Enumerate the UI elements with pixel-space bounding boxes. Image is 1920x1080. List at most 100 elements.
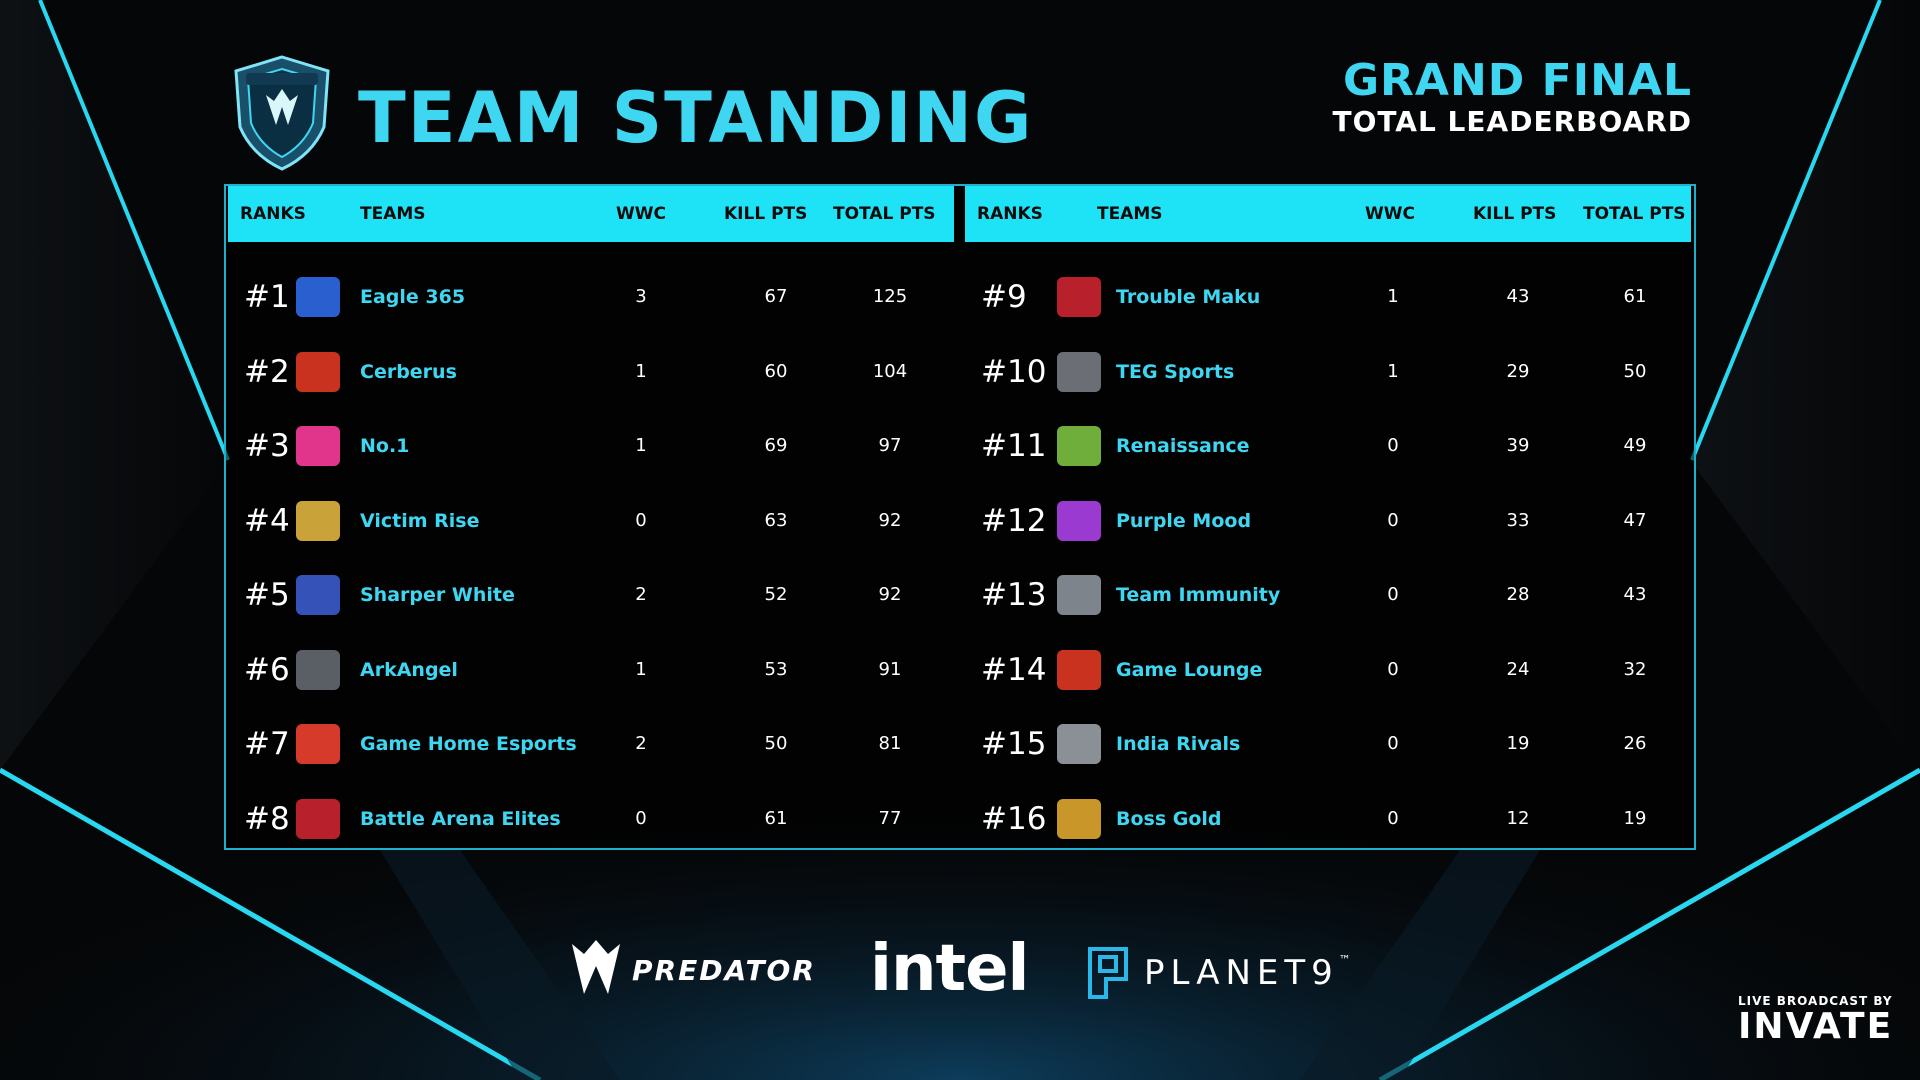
rank-cell: #5 — [244, 577, 290, 613]
table-row: #2 Cerberus 1 60 104 — [228, 335, 954, 410]
team-name: Purple Mood — [1116, 509, 1252, 532]
wwc-cell: 1 — [1387, 360, 1399, 382]
rank-cell: #13 — [981, 577, 1047, 613]
header-total-pts: TOTAL PTS — [833, 204, 936, 224]
wwc-cell: 3 — [635, 286, 647, 307]
grand-final-title: GRAND FINAL — [1342, 55, 1692, 106]
rank-cell: #11 — [981, 428, 1047, 464]
broadcast-label: LIVE BROADCAST BY — [1738, 994, 1893, 1008]
game-lounge-logo — [1057, 649, 1101, 690]
team-name: TEG Sports — [1116, 360, 1235, 383]
wwc-cell: 0 — [1387, 509, 1399, 531]
table-row: #12 Purple Mood 0 33 47 — [965, 484, 1691, 559]
table-header: RANKS TEAMS WWC KILL PTS TOTAL PTS — [965, 186, 1691, 242]
table-body: #1 Eagle 365 3 67 125 #2 Cerberus 1 60 104 #3 No.1 1… — [228, 260, 954, 856]
kill-pts-cell: 28 — [1506, 584, 1530, 605]
page-title: TEAM STANDING — [358, 77, 1034, 159]
kill-pts-cell: 12 — [1506, 807, 1530, 829]
kill-pts-cell: 50 — [764, 733, 788, 754]
predator-league-shield-icon — [234, 55, 330, 171]
total-pts-cell: 43 — [1623, 584, 1647, 605]
wwc-cell: 0 — [635, 509, 647, 531]
header-ranks: RANKS — [240, 204, 306, 224]
header-kill-pts: KILL PTS — [724, 204, 808, 224]
predator-wordmark: PREDATOR — [632, 953, 816, 987]
table-row: #6 ArkAngel 1 53 91 — [228, 633, 954, 708]
total-pts-cell: 77 — [878, 807, 902, 829]
table-header: RANKS TEAMS WWC KILL PTS TOTAL PTS — [228, 186, 954, 242]
total-pts-cell: 61 — [1623, 286, 1647, 307]
teg-sports-logo — [1057, 351, 1101, 392]
rank-cell: #10 — [981, 353, 1047, 390]
wwc-cell: 1 — [635, 360, 647, 382]
wwc-cell: 0 — [1387, 435, 1399, 456]
leaderboard-frame — [224, 184, 1696, 850]
kill-pts-cell: 53 — [764, 658, 788, 680]
table-row: #15 India Rivals 0 19 26 — [965, 707, 1691, 782]
victim-rise-logo — [296, 500, 340, 541]
trouble-maku-logo — [1057, 277, 1101, 317]
team-name: ArkAngel — [360, 658, 458, 681]
kill-pts-cell: 29 — [1506, 360, 1530, 382]
india-rivals-logo — [1057, 724, 1101, 764]
planet9-icon — [1088, 947, 1128, 999]
renaissance-logo — [1057, 426, 1101, 466]
team-name: Renaissance — [1116, 435, 1250, 457]
boss-gold-logo — [1057, 798, 1101, 839]
total-pts-cell: 19 — [1623, 807, 1647, 829]
table-row: #4 Victim Rise 0 63 92 — [228, 484, 954, 559]
kill-pts-cell: 63 — [764, 509, 788, 531]
kill-pts-cell: 39 — [1506, 435, 1530, 456]
cerberus-logo — [296, 351, 340, 392]
table-row: #1 Eagle 365 3 67 125 — [228, 260, 954, 335]
team-name: Victim Rise — [360, 509, 480, 532]
rank-cell: #16 — [981, 800, 1047, 837]
team-name: Team Immunity — [1116, 584, 1281, 606]
table-row: #3 No.1 1 69 97 — [228, 409, 954, 484]
table-row: #13 Team Immunity 0 28 43 — [965, 558, 1691, 633]
no1-logo — [296, 426, 340, 466]
rank-cell: #9 — [981, 279, 1027, 315]
total-pts-cell: 47 — [1623, 509, 1647, 531]
kill-pts-cell: 19 — [1506, 733, 1530, 754]
kill-pts-cell: 43 — [1506, 286, 1530, 307]
total-pts-cell: 97 — [878, 435, 902, 456]
table-row: #10 TEG Sports 1 29 50 — [965, 335, 1691, 410]
event-title: GRAND FINAL TOTAL LEADERBOARD — [1332, 56, 1692, 138]
wwc-cell: 1 — [635, 435, 647, 456]
table-row: #16 Boss Gold 0 12 19 — [965, 782, 1691, 857]
wwc-cell: 0 — [1387, 584, 1399, 605]
team-name: No.1 — [360, 435, 410, 457]
total-pts-cell: 125 — [872, 286, 908, 307]
rank-cell: #15 — [981, 726, 1047, 762]
total-pts-cell: 104 — [872, 360, 908, 382]
table-row: #7 Game Home Esports 2 50 81 — [228, 707, 954, 782]
wwc-cell: 0 — [1387, 658, 1399, 680]
total-pts-cell: 92 — [878, 509, 902, 531]
total-pts-cell: 49 — [1623, 435, 1647, 456]
table-row: #8 Battle Arena Elites 0 61 77 — [228, 782, 954, 857]
team-name: Game Home Esports — [360, 733, 577, 755]
rank-cell: #6 — [244, 651, 290, 688]
team-name: Game Lounge — [1116, 658, 1263, 681]
rank-cell: #7 — [244, 726, 290, 762]
total-pts-cell: 91 — [878, 658, 902, 680]
wwc-cell: 0 — [1387, 733, 1399, 754]
table-row: #14 Game Lounge 0 24 32 — [965, 633, 1691, 708]
header-kill-pts: KILL PTS — [1473, 204, 1557, 224]
kill-pts-cell: 60 — [764, 360, 788, 382]
trademark-symbol: ™ — [1338, 953, 1351, 967]
league-logo — [232, 55, 332, 171]
broadcast-brand: INVATE — [1738, 1006, 1894, 1047]
rank-cell: #4 — [244, 502, 290, 539]
standings-table-left: RANKS TEAMS WWC KILL PTS TOTAL PTS #1 Eag… — [228, 186, 954, 856]
team-immunity-logo — [1057, 575, 1101, 615]
team-name: India Rivals — [1116, 733, 1241, 755]
predator-sponsor-logo: PREDATOR — [568, 940, 816, 1000]
team-name: Battle Arena Elites — [360, 807, 561, 830]
total-pts-cell: 32 — [1623, 658, 1647, 680]
header-teams: TEAMS — [360, 204, 426, 224]
predator-icon — [572, 940, 620, 994]
rank-cell: #2 — [244, 353, 290, 390]
team-name: Sharper White — [360, 584, 515, 606]
